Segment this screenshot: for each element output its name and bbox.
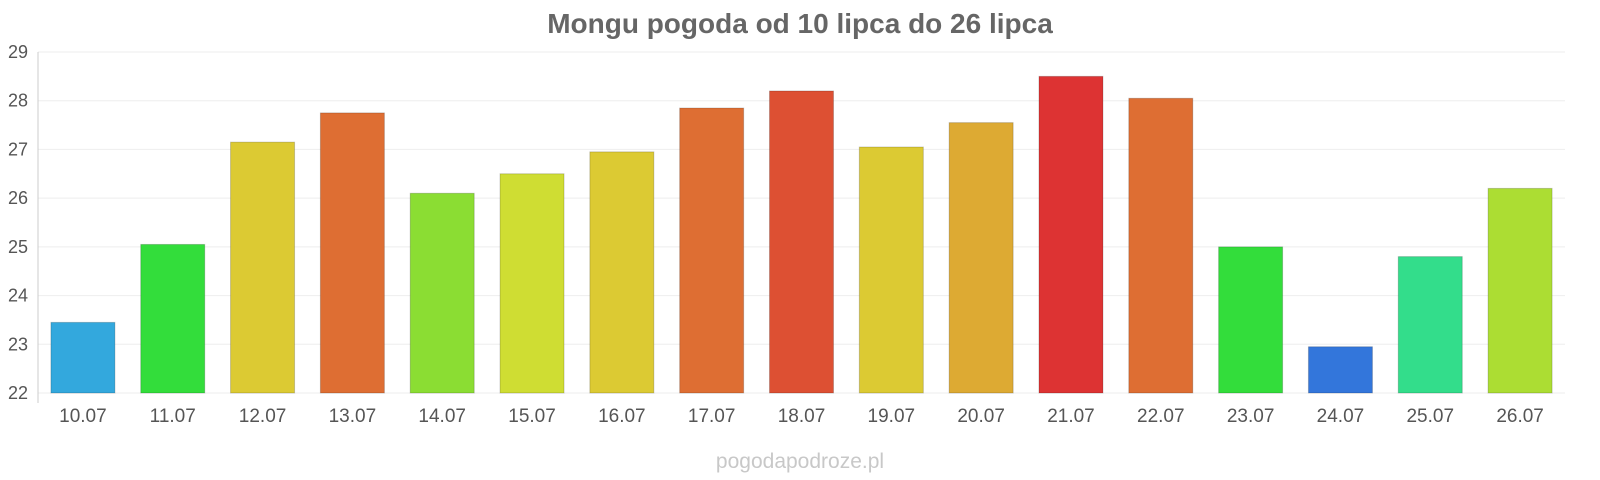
bar xyxy=(140,243,206,394)
y-tick-label: 22 xyxy=(8,383,28,403)
y-tick-label: 24 xyxy=(8,286,28,306)
bar xyxy=(499,173,565,394)
x-tick-label: 18.07 xyxy=(778,406,826,427)
x-tick-label: 26.07 xyxy=(1496,406,1544,427)
y-tick-label: 23 xyxy=(8,334,28,354)
bar xyxy=(1397,256,1463,394)
x-tick-label: 14.07 xyxy=(418,406,466,427)
bar xyxy=(409,192,475,394)
y-tick-label: 25 xyxy=(8,237,28,257)
x-tick-label: 11.07 xyxy=(150,406,196,427)
bar xyxy=(679,107,745,394)
y-tick-label: 29 xyxy=(8,42,28,62)
y-tick-label: 26 xyxy=(8,188,28,208)
bar xyxy=(50,321,116,394)
x-tick-label: 15.07 xyxy=(508,406,556,427)
x-tick-label: 10.07 xyxy=(59,406,107,427)
x-tick-label: 22.07 xyxy=(1137,406,1185,427)
chart-title: Mongu pogoda od 10 lipca do 26 lipca xyxy=(547,8,1053,39)
x-tick-label: 16.07 xyxy=(598,406,646,427)
bar xyxy=(230,141,296,394)
bar xyxy=(1218,246,1284,394)
x-tick-label: 21.07 xyxy=(1047,406,1095,427)
bar xyxy=(948,122,1014,394)
x-tick-label: 24.07 xyxy=(1317,406,1365,427)
y-tick-label: 27 xyxy=(8,139,28,159)
bar xyxy=(319,112,385,394)
x-tick-label: 25.07 xyxy=(1406,406,1454,427)
x-tick-label: 13.07 xyxy=(329,406,377,427)
x-tick-label: 12.07 xyxy=(239,406,287,427)
bar xyxy=(858,146,924,394)
bar xyxy=(1307,346,1373,394)
bar xyxy=(589,151,655,394)
watermark: pogodapodroze.pl xyxy=(715,450,885,473)
x-tick-label: 19.07 xyxy=(868,406,916,427)
bar xyxy=(769,90,834,394)
bar xyxy=(1487,187,1553,394)
x-tick-label: 17.07 xyxy=(688,406,736,427)
y-tick-label: 28 xyxy=(8,91,28,111)
x-tick-label: 23.07 xyxy=(1227,406,1275,427)
x-tick-label: 20.07 xyxy=(957,406,1005,427)
bar xyxy=(1038,75,1104,394)
bar xyxy=(1128,97,1194,394)
